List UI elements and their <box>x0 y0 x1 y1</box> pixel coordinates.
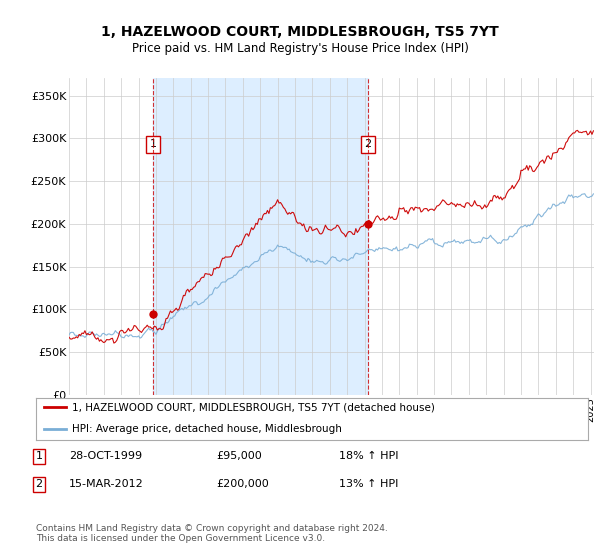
Text: 1: 1 <box>35 451 43 461</box>
Text: 1, HAZELWOOD COURT, MIDDLESBROUGH, TS5 7YT (detached house): 1, HAZELWOOD COURT, MIDDLESBROUGH, TS5 7… <box>72 402 435 412</box>
Text: Price paid vs. HM Land Registry's House Price Index (HPI): Price paid vs. HM Land Registry's House … <box>131 42 469 55</box>
Text: 18% ↑ HPI: 18% ↑ HPI <box>339 451 398 461</box>
Text: 28-OCT-1999: 28-OCT-1999 <box>69 451 142 461</box>
Text: 2: 2 <box>35 479 43 489</box>
Text: 1, HAZELWOOD COURT, MIDDLESBROUGH, TS5 7YT: 1, HAZELWOOD COURT, MIDDLESBROUGH, TS5 7… <box>101 25 499 39</box>
Text: 2: 2 <box>365 139 372 150</box>
Text: £95,000: £95,000 <box>216 451 262 461</box>
Text: 1: 1 <box>149 139 157 150</box>
Text: 15-MAR-2012: 15-MAR-2012 <box>69 479 144 489</box>
Text: £200,000: £200,000 <box>216 479 269 489</box>
Text: HPI: Average price, detached house, Middlesbrough: HPI: Average price, detached house, Midd… <box>72 424 342 434</box>
Bar <box>153 78 368 395</box>
Text: 13% ↑ HPI: 13% ↑ HPI <box>339 479 398 489</box>
Text: Contains HM Land Registry data © Crown copyright and database right 2024.
This d: Contains HM Land Registry data © Crown c… <box>36 524 388 543</box>
